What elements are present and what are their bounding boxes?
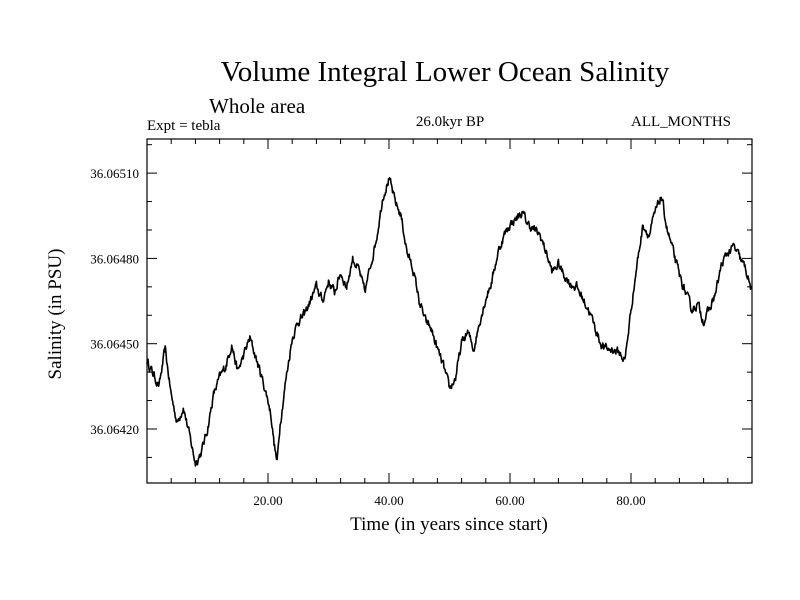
- series-line-salinity: [146, 176, 753, 467]
- plot-frame: [146, 138, 753, 484]
- y-tick-label: 36.06480: [90, 251, 139, 266]
- x-axis-label: Time (in years since start): [350, 514, 548, 535]
- x-tick-label: 40.00: [374, 493, 403, 508]
- experiment-label: Expt = tebla: [147, 118, 221, 134]
- x-tick-label: 80.00: [616, 493, 645, 508]
- chart-subtitle: Whole area: [209, 94, 306, 118]
- y-tick-label: 36.06420: [90, 422, 139, 437]
- months-label: ALL_MONTHS: [631, 114, 731, 130]
- x-tick-label: 60.00: [495, 493, 524, 508]
- x-tick-label: 20.00: [253, 493, 282, 508]
- period-label: 26.0kyr BP: [415, 114, 485, 130]
- chart-title: Volume Integral Lower Ocean Salinity: [220, 56, 670, 88]
- y-tick-label: 36.06450: [90, 337, 139, 352]
- y-tick-label: 36.06510: [90, 166, 139, 181]
